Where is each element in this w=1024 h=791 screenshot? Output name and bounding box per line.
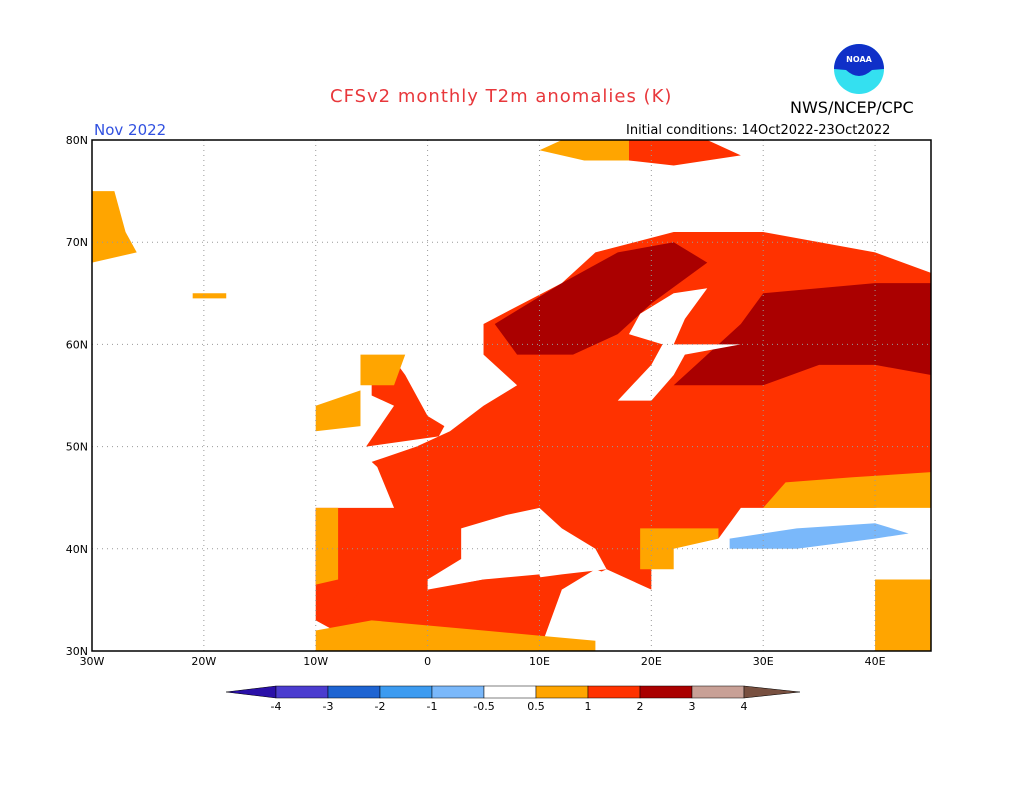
lon-tick-label: 20E bbox=[641, 655, 662, 668]
colorbar-segment bbox=[483, 685, 537, 699]
lat-tick-label: 50N bbox=[66, 441, 88, 454]
noaa-logo-text: NOAA bbox=[846, 55, 872, 64]
darkred-russia bbox=[673, 283, 931, 386]
red-svalbard bbox=[628, 140, 741, 166]
lon-tick-label: 30W bbox=[80, 655, 105, 668]
colorbar-label: -2 bbox=[375, 700, 386, 713]
lon-tick-label: 10W bbox=[303, 655, 328, 668]
orange-iceland bbox=[192, 293, 227, 299]
orange-iberia-coast bbox=[315, 507, 339, 585]
lat-tick-label: 60N bbox=[66, 338, 88, 351]
colorbar-label: -3 bbox=[323, 700, 334, 713]
white-baltic bbox=[617, 288, 741, 401]
orange-scotland bbox=[360, 354, 406, 386]
colorbar-label: -1 bbox=[427, 700, 438, 713]
colorbar-label: 1 bbox=[585, 700, 592, 713]
colorbar-label: 3 bbox=[689, 700, 696, 713]
orange-svalbard bbox=[539, 140, 629, 161]
lon-tick-label: 0 bbox=[424, 655, 431, 668]
colorbar-label: 0.5 bbox=[527, 700, 545, 713]
colorbar-high-arrow bbox=[743, 685, 801, 699]
noaa-logo: NOAA bbox=[834, 44, 884, 94]
colorbar-segment bbox=[431, 685, 485, 699]
colorbar-segment bbox=[275, 685, 329, 699]
lon-tick-label: 40E bbox=[865, 655, 886, 668]
lat-tick-label: 70N bbox=[66, 236, 88, 249]
colorbar-segment bbox=[327, 685, 381, 699]
map-title: CFSv2 monthly T2m anomalies (K) bbox=[330, 86, 673, 107]
colorbar-label: 4 bbox=[741, 700, 748, 713]
orange-ireland bbox=[315, 390, 361, 432]
organization-label: NWS/NCEP/CPC bbox=[790, 98, 914, 117]
valid-month-label: Nov 2022 bbox=[94, 121, 167, 139]
orange-southeast bbox=[875, 579, 931, 651]
orange-north-africa bbox=[315, 620, 596, 651]
lon-tick-label: 30E bbox=[753, 655, 774, 668]
colorbar-segment bbox=[587, 685, 641, 699]
colorbar-label: 2 bbox=[637, 700, 644, 713]
darkred-scandinavia bbox=[494, 242, 708, 355]
lat-tick-label: 40N bbox=[66, 543, 88, 556]
orange-greenland bbox=[92, 191, 137, 263]
colorbar-segment bbox=[639, 685, 693, 699]
map-frame bbox=[91, 139, 932, 652]
blue-turkey bbox=[729, 523, 909, 549]
colorbar-label: -0.5 bbox=[473, 700, 494, 713]
colorbar-segment bbox=[691, 685, 745, 699]
orange-blacksea-north bbox=[763, 472, 931, 508]
initial-conditions-label: Initial conditions: 14Oct2022-23Oct2022 bbox=[626, 123, 891, 138]
lat-tick-label: 30N bbox=[66, 645, 88, 658]
colorbar-segment bbox=[535, 685, 589, 699]
colorbar-low-arrow bbox=[225, 685, 277, 699]
lat-tick-label: 80N bbox=[66, 134, 88, 147]
colorbar-label: -4 bbox=[271, 700, 282, 713]
lon-tick-label: 10E bbox=[529, 655, 550, 668]
lon-tick-label: 20W bbox=[191, 655, 216, 668]
colorbar-segment bbox=[379, 685, 433, 699]
